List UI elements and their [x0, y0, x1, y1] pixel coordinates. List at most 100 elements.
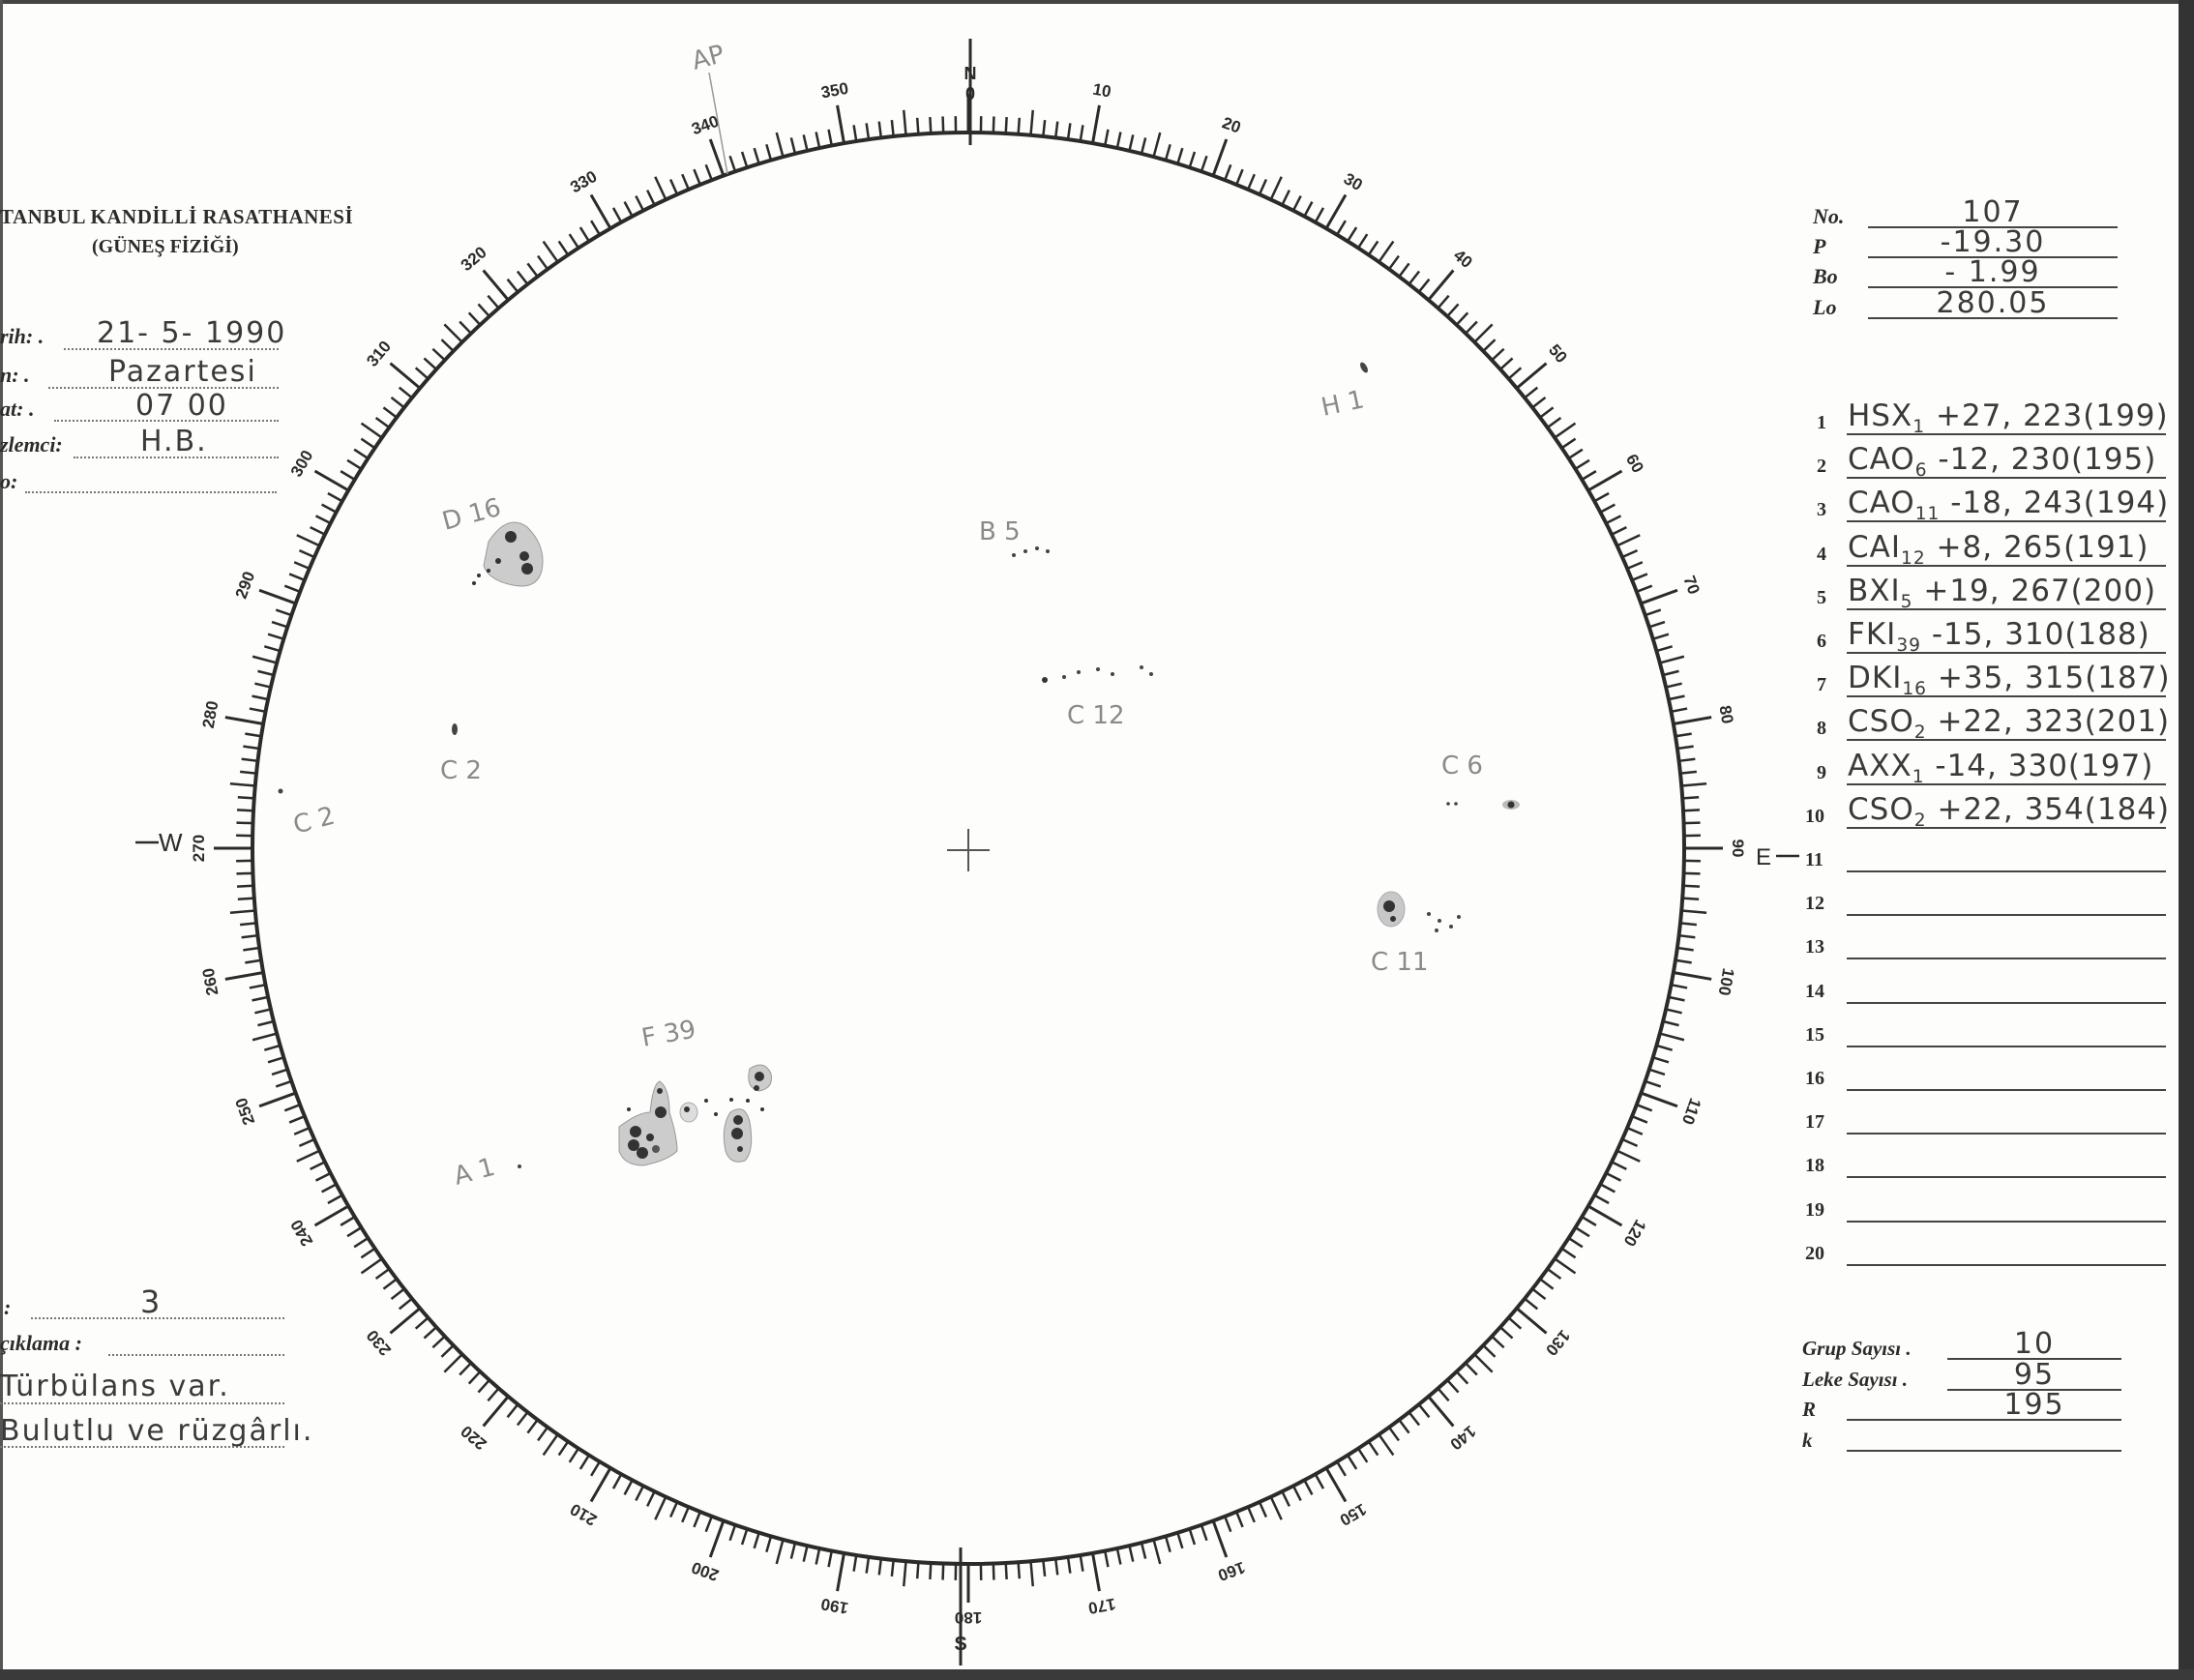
group-class: CSO	[1848, 791, 1914, 827]
degree-label: 60	[1622, 451, 1647, 476]
degree-tick	[1652, 633, 1670, 640]
degree-tick	[1128, 1545, 1135, 1562]
group-spot-count: 2	[1913, 722, 1927, 744]
degree-ring	[214, 94, 1723, 1603]
degree-tick	[254, 1008, 272, 1015]
degree-tick	[557, 240, 570, 256]
group-cm-longitude: 194	[2095, 486, 2157, 521]
degree-tick	[1387, 254, 1400, 271]
degree-tick	[1281, 1490, 1290, 1507]
note-1: Türbülans var.	[0, 1370, 230, 1403]
degree-tick	[267, 1056, 284, 1064]
summary-value: 10	[2013, 1327, 2056, 1361]
degree-tick	[1671, 707, 1688, 714]
degree-tick	[1655, 645, 1674, 653]
group-class: HSX	[1848, 398, 1913, 433]
annotation-pointer	[708, 72, 728, 175]
degree-tick	[440, 339, 455, 352]
degree-tick	[1567, 1236, 1584, 1249]
summary-label: k	[1802, 1429, 1813, 1452]
degree-tick	[1140, 137, 1147, 155]
degree-tick	[1224, 1516, 1232, 1533]
degree-tick	[1258, 1501, 1268, 1518]
degree-tick	[237, 795, 254, 800]
spot-group-a1: A 1	[451, 1153, 521, 1192]
summary-label: Leke Sayısı .	[1802, 1368, 1909, 1391]
degree-tick	[1176, 1532, 1184, 1549]
degree-tick	[635, 194, 645, 212]
group-spot-count: 6	[1914, 460, 1928, 482]
degree-tick	[1593, 1194, 1610, 1205]
degree-tick	[1676, 745, 1694, 751]
group-class: CSO	[1848, 704, 1914, 740]
degree-label: 300	[287, 447, 317, 480]
degree-tick	[693, 168, 701, 186]
degree-tick	[1671, 983, 1688, 989]
degree-tick	[327, 1194, 343, 1205]
degree-tick	[865, 1556, 871, 1574]
group-row-number: 1	[1817, 412, 1826, 433]
degree-label: 270	[190, 835, 208, 862]
degree-tick	[890, 120, 895, 137]
degree-tick	[310, 526, 326, 536]
spot-label-c2-inner: C 2	[440, 756, 482, 785]
degree-tick	[1531, 1287, 1547, 1301]
degree-tick	[589, 1467, 612, 1503]
degree-tick	[353, 448, 370, 460]
summary-line	[1947, 1389, 2121, 1391]
degree-tick	[321, 503, 338, 514]
degree-tick	[1465, 320, 1478, 335]
degree-tick	[257, 669, 275, 677]
quality-value: 3	[140, 1283, 163, 1320]
degree-tick	[1678, 933, 1696, 939]
degree-tick	[775, 1539, 785, 1565]
degree-tick	[1682, 884, 1701, 888]
degree-label: 70	[1679, 574, 1703, 597]
scan-border-top	[0, 0, 2194, 4]
degree-tick	[1103, 129, 1110, 146]
degree-tick	[389, 362, 422, 390]
degree-label: 130	[1542, 1326, 1574, 1359]
group-class: CAO	[1848, 442, 1915, 478]
degree-tick	[1176, 147, 1184, 164]
group-class: BXI	[1848, 573, 1901, 608]
degree-label: 100	[1715, 967, 1738, 997]
degree-tick	[254, 682, 272, 689]
degree-tick	[374, 1267, 391, 1280]
group-row-number: 5	[1817, 586, 1826, 608]
degree-tick	[789, 137, 797, 155]
degree-tick	[1367, 240, 1379, 256]
degree-tick	[236, 821, 253, 825]
degree-tick	[1673, 971, 1712, 981]
degree-tick	[1211, 1519, 1229, 1558]
summary-line	[1847, 1450, 2121, 1452]
form-label-time: at: .	[0, 397, 35, 421]
degree-tick	[252, 694, 269, 701]
degree-tick	[1673, 716, 1712, 725]
degree-tick	[236, 871, 253, 875]
spot-group-c6: C 6	[1441, 752, 1520, 810]
degree-tick	[252, 1032, 278, 1042]
group-row-number: 12	[1805, 893, 1824, 915]
degree-tick	[1269, 1496, 1283, 1520]
group-latitude: +22	[1937, 704, 2003, 740]
degree-tick	[249, 707, 266, 714]
degree-tick	[283, 584, 301, 593]
degree-tick	[1091, 1552, 1101, 1592]
degree-label: 330	[567, 167, 600, 197]
degree-tick	[589, 193, 612, 229]
degree-tick	[353, 1236, 370, 1249]
degree-tick	[1676, 946, 1694, 952]
group-row-line	[1847, 1220, 2166, 1223]
summary-line	[1947, 1358, 2121, 1360]
degree-tick	[1611, 1161, 1627, 1170]
group-cm-longitude: 197	[2081, 748, 2142, 783]
group-row-line	[1847, 695, 2166, 698]
day-line	[48, 387, 279, 389]
degree-tick	[1567, 448, 1584, 460]
spot-group-b5: B 5	[979, 517, 1050, 557]
degree-tick	[1599, 503, 1616, 514]
group-row-number: 7	[1817, 674, 1826, 696]
degree-tick	[890, 1559, 895, 1577]
